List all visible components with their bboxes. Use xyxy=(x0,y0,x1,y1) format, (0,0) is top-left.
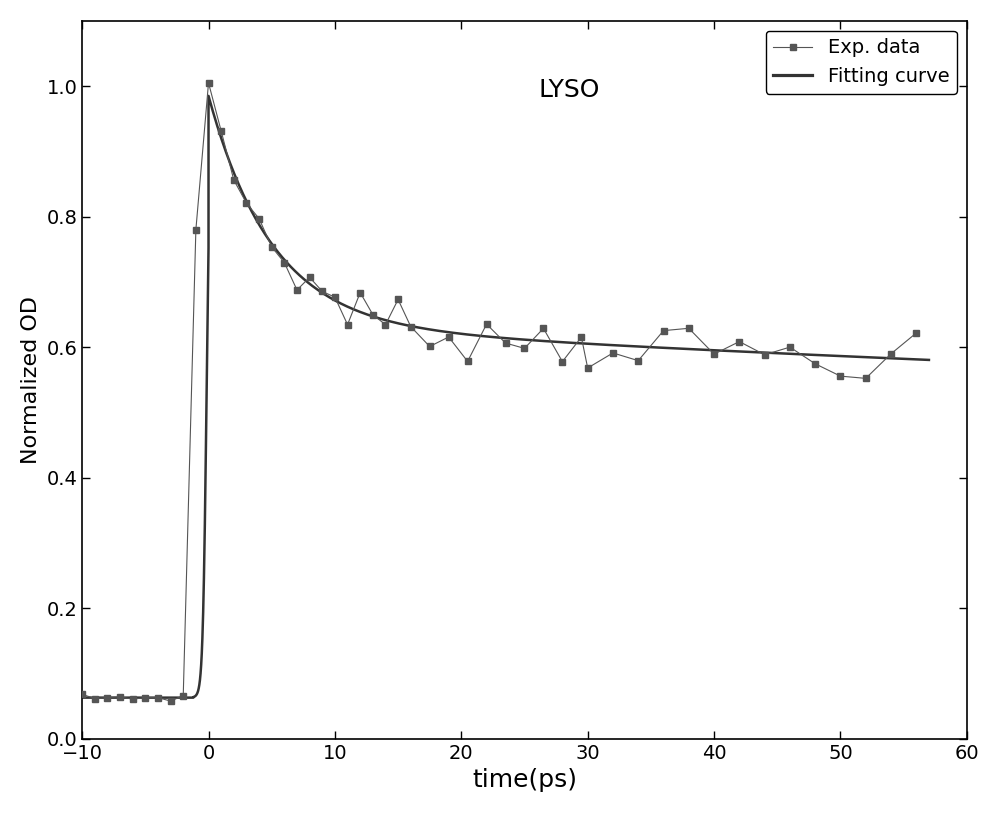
Text: LYSO: LYSO xyxy=(538,78,599,102)
Y-axis label: Normalized OD: Normalized OD xyxy=(21,296,41,463)
X-axis label: time(ps): time(ps) xyxy=(472,768,577,792)
Legend: Exp. data, Fitting curve: Exp. data, Fitting curve xyxy=(766,31,957,93)
